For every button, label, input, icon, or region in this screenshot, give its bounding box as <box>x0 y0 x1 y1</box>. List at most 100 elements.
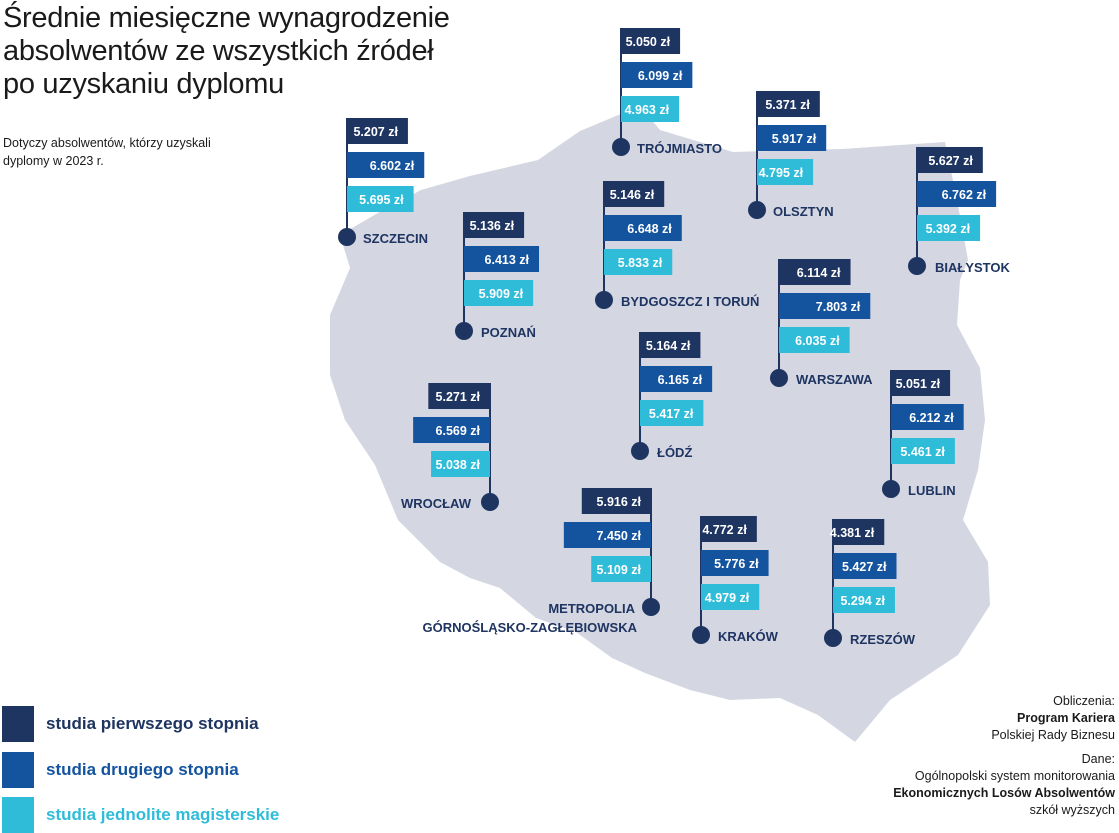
credits-data-line1: Ogólnopolski system monitorowania <box>914 769 1115 783</box>
city-name-label: TRÓJMIASTO <box>637 141 722 156</box>
bar-value-label: 6.212 zł <box>909 411 954 425</box>
bar-value-label: 6.762 zł <box>942 188 987 202</box>
bar-value-label: 6.413 zł <box>485 253 530 267</box>
city-marker <box>770 369 788 387</box>
credits-calc-label: Obliczenia: <box>1053 694 1115 708</box>
city-group: 5.271 zł 6.569 zł 5.038 zł WROCŁAW <box>401 383 499 511</box>
legend-swatch-second <box>2 752 34 788</box>
legend-swatch-first <box>2 706 34 742</box>
bar-value-label: 5.271 zł <box>436 390 481 404</box>
city-marker <box>595 291 613 309</box>
city-marker <box>882 480 900 498</box>
city-name-label: BIAŁYSTOK <box>935 260 1010 275</box>
bar-uniform <box>591 556 651 582</box>
bar-value-label: 4.772 zł <box>702 523 747 537</box>
city-marker <box>824 629 842 647</box>
bar-second <box>413 417 490 443</box>
bar-value-label: 4.795 zł <box>759 166 804 180</box>
bar-uniform <box>917 215 981 241</box>
bar-first <box>621 28 681 54</box>
legend-label-second: studia drugiego stopnia <box>46 760 239 779</box>
bar-first <box>640 332 701 358</box>
city-name-label: WROCŁAW <box>401 496 472 511</box>
bar-second <box>917 181 997 207</box>
city-name-label: ŁÓDŹ <box>657 445 692 460</box>
legend-item-first: studia pierwszego stopnia <box>2 706 322 742</box>
bar-value-label: 7.803 zł <box>816 300 861 314</box>
credits-data-line2: Ekonomicznych Losów Absolwentów <box>893 786 1115 800</box>
bar-value-label: 5.392 zł <box>926 222 971 236</box>
city-marker <box>481 493 499 511</box>
bar-second <box>563 522 651 548</box>
bar-value-label: 5.371 zł <box>765 98 810 112</box>
bar-value-label: 6.648 zł <box>627 222 672 236</box>
city-group: 5.146 zł 6.648 zł 5.833 zł BYDGOSZCZ I TORU… <box>595 181 759 309</box>
bar-value-label: 5.164 zł <box>646 339 691 353</box>
bar-uniform <box>464 280 534 306</box>
bar-uniform <box>431 451 490 477</box>
city-name-label: BYDGOSZCZ I TORUŃ <box>621 294 759 309</box>
credits-calc-org2: Polskiej Rady Biznesu <box>991 728 1115 742</box>
legend-label-uniform: studia jednolite magisterskie <box>46 805 280 824</box>
city-group: 5.164 zł 6.165 zł 5.417 zł ŁÓDŹ <box>631 332 713 460</box>
city-marker <box>455 322 473 340</box>
bar-uniform <box>779 327 850 353</box>
bar-first <box>428 383 490 409</box>
bar-first <box>779 259 851 285</box>
bar-second <box>640 366 713 392</box>
city-marker <box>908 257 926 275</box>
bar-first <box>917 147 983 173</box>
city-marker <box>338 228 356 246</box>
bar-second <box>464 246 540 272</box>
city-group: 4.772 zł 5.776 zł 4.979 zł KRAKÓW <box>692 516 779 644</box>
bar-first <box>581 488 651 514</box>
city-group: 5.371 zł 5.917 zł 4.795 zł OLSZTYN <box>748 91 834 219</box>
bar-second <box>604 215 682 241</box>
bar-value-label: 6.602 zł <box>370 159 415 173</box>
bar-second <box>757 125 827 151</box>
bar-value-label: 4.963 zł <box>625 103 670 117</box>
bar-value-label: 5.294 zł <box>840 594 885 608</box>
city-group: 5.207 zł 6.602 zł 5.695 zł SZCZECIN <box>338 118 428 246</box>
bar-value-label: 5.146 zł <box>610 188 655 202</box>
bar-uniform <box>833 587 895 613</box>
bar-first <box>347 118 408 144</box>
legend-item-uniform: studia jednolite magisterskie <box>2 797 322 833</box>
bar-uniform <box>701 584 760 610</box>
bar-value-label: 6.114 zł <box>797 266 841 280</box>
bar-value-label: 6.165 zł <box>658 373 703 387</box>
bar-value-label: 5.136 zł <box>470 219 515 233</box>
legend-item-second: studia drugiego stopnia <box>2 752 322 788</box>
city-group: 5.051 zł 6.212 zł 5.461 zł LUBLIN <box>882 370 964 498</box>
bar-uniform <box>604 249 673 275</box>
city-name-label: GÓRNOŚLĄSKO-ZAGŁĘBIOWSKA <box>423 620 638 635</box>
bar-value-label: 5.461 zł <box>900 445 945 459</box>
bar-first <box>833 519 885 545</box>
bar-second <box>833 553 897 579</box>
city-marker <box>642 598 660 616</box>
bar-uniform <box>347 186 414 212</box>
bar-value-label: 4.979 zł <box>705 591 750 605</box>
city-marker <box>692 626 710 644</box>
legend-label-first: studia pierwszego stopnia <box>46 714 259 733</box>
bar-second <box>701 550 769 576</box>
city-name-label: KRAKÓW <box>718 629 779 644</box>
bar-value-label: 5.917 zł <box>772 132 817 146</box>
bar-first <box>701 516 757 542</box>
city-name-label: LUBLIN <box>908 483 956 498</box>
bar-value-label: 5.627 zł <box>928 154 973 168</box>
bar-value-label: 5.207 zł <box>353 125 398 139</box>
bar-uniform <box>640 400 704 426</box>
bar-value-label: 5.427 zł <box>842 560 887 574</box>
city-name-label: SZCZECIN <box>363 231 428 246</box>
bar-uniform <box>621 96 680 122</box>
city-name-label: POZNAŃ <box>481 325 536 340</box>
bar-value-label: 5.833 zł <box>618 256 663 270</box>
city-name-label: METROPOLIA <box>548 601 635 616</box>
city-group: 5.627 zł 6.762 zł 5.392 zł BIAŁYSTOK <box>908 147 1010 275</box>
bar-value-label: 5.909 zł <box>479 287 524 301</box>
city-name-label: OLSZTYN <box>773 204 834 219</box>
city-marker <box>748 201 766 219</box>
bar-first <box>604 181 665 207</box>
